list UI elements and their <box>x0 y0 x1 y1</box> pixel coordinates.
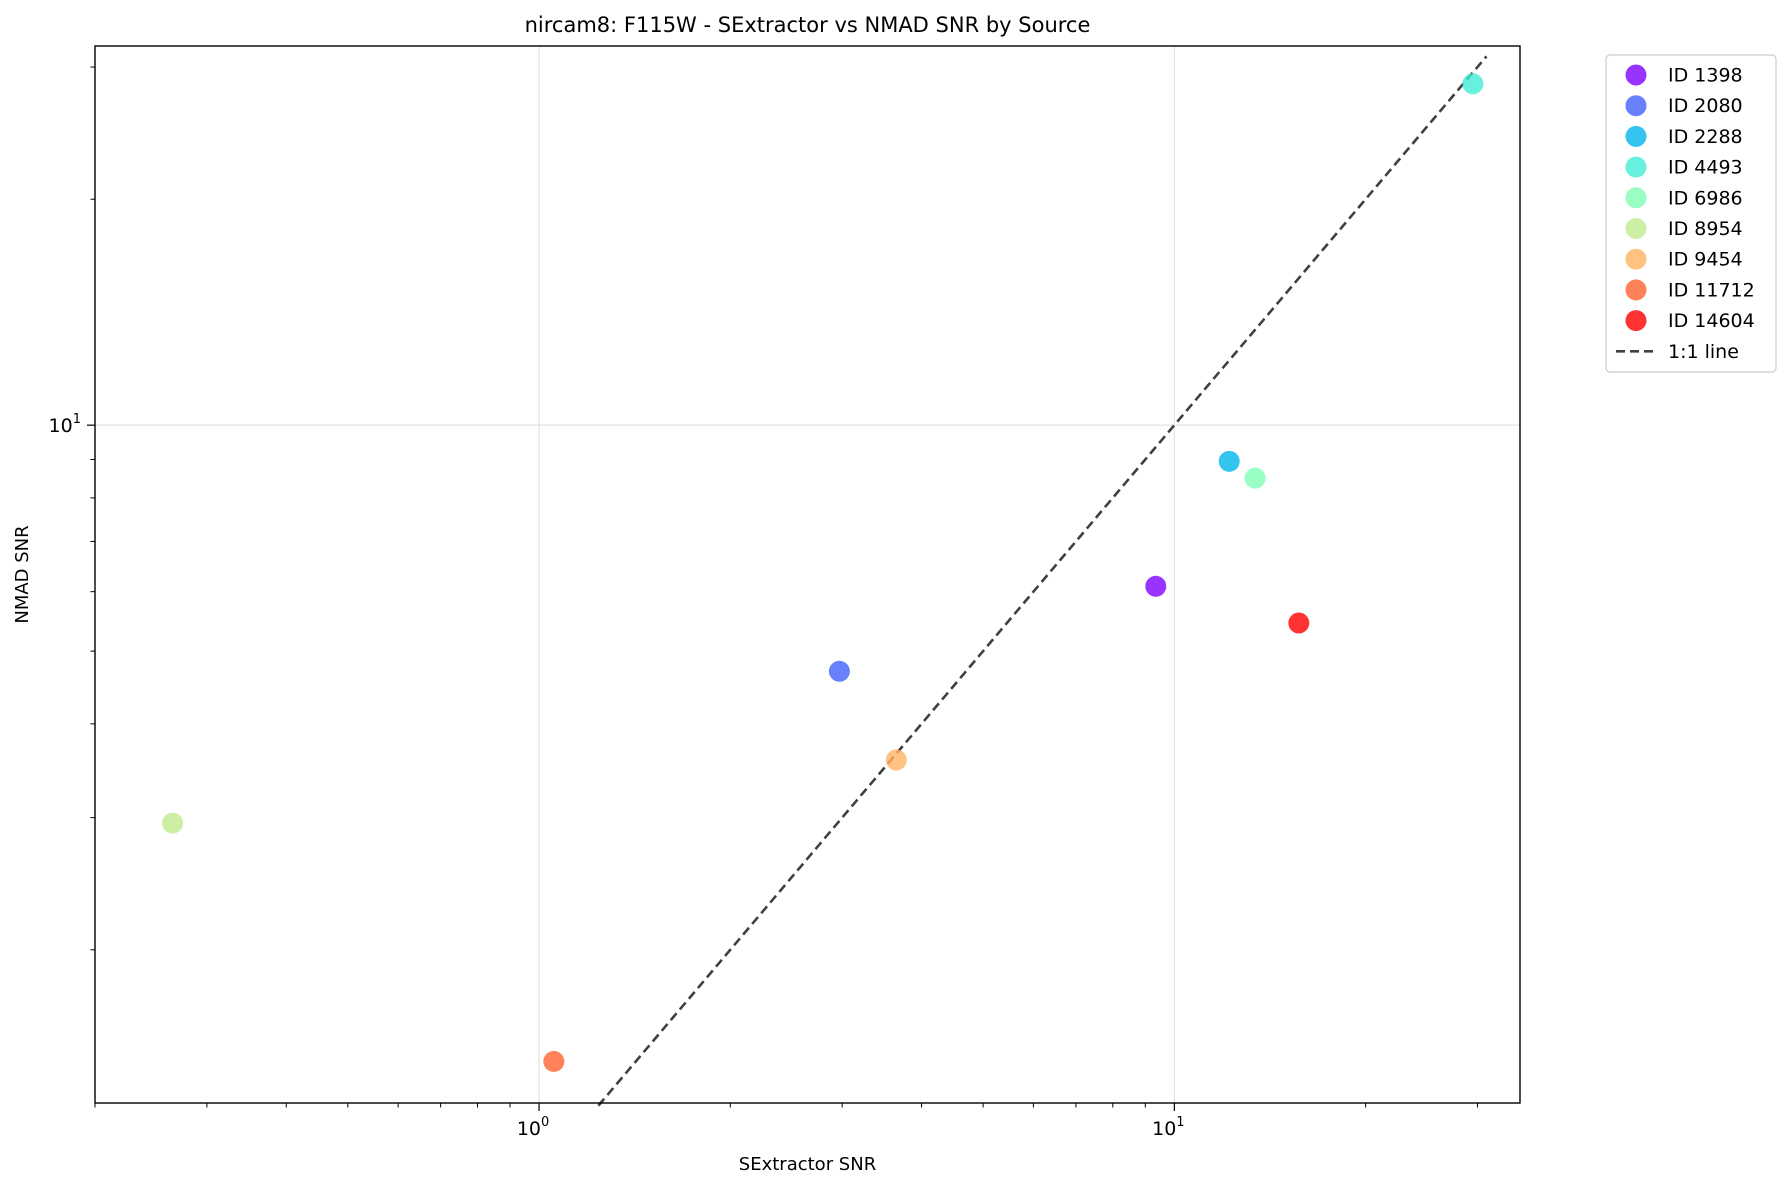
data-points <box>162 73 1484 1072</box>
legend-label: ID 8954 <box>1668 218 1743 240</box>
legend-label: ID 4493 <box>1668 157 1743 179</box>
legend-label: ID 1398 <box>1668 65 1743 87</box>
y-tick-label-exponent: 1 <box>73 412 81 427</box>
scatter-point <box>1288 612 1310 634</box>
x-axis-label: SExtractor SNR <box>739 1154 876 1175</box>
legend-marker <box>1625 187 1647 209</box>
scatter-point <box>1218 450 1240 472</box>
x-tick-label-exponent: 1 <box>1176 1115 1184 1130</box>
scatter-point <box>543 1050 565 1072</box>
x-tick-label: 100 <box>517 1115 549 1140</box>
x-tick-label-exponent: 0 <box>541 1115 549 1130</box>
x-tick-label-base: 10 <box>517 1118 541 1140</box>
y-axis-ticks: 101 <box>49 66 95 951</box>
legend-label: ID 9454 <box>1668 249 1743 271</box>
legend-label: ID 6986 <box>1668 187 1743 209</box>
y-tick-label-base: 10 <box>49 415 73 437</box>
scatter-point <box>1145 575 1167 597</box>
one-to-one-line <box>597 55 1488 1107</box>
reference-line-layer <box>597 55 1488 1107</box>
legend-box <box>1605 54 1777 373</box>
x-axis-ticks: 100 101 <box>94 1103 1478 1140</box>
legend-marker <box>1625 64 1647 86</box>
legend-marker <box>1625 310 1647 332</box>
legend-label: ID 14604 <box>1668 310 1755 332</box>
y-tick-label: 101 <box>49 412 81 437</box>
grid-lines <box>95 46 1520 1103</box>
scatter-point <box>885 749 907 771</box>
legend: ID 1398 ID 2080 ID 2288 ID 4493 ID 6986 ID 89… <box>1605 54 1777 373</box>
legend-label: ID 11712 <box>1668 279 1755 301</box>
legend-label: 1:1 line <box>1668 341 1739 363</box>
legend-marker <box>1625 156 1647 178</box>
x-tick-label: 101 <box>1152 1115 1184 1140</box>
x-tick-label-base: 10 <box>1152 1118 1176 1140</box>
scatter-point <box>162 812 184 834</box>
legend-marker <box>1625 95 1647 117</box>
scatter-point <box>1462 73 1484 95</box>
plot-area-frame <box>94 45 1521 1104</box>
legend-marker <box>1625 218 1647 239</box>
scatter-point <box>828 660 850 682</box>
legend-label: ID 2080 <box>1668 95 1743 117</box>
legend-label: ID 2288 <box>1668 126 1743 148</box>
legend-marker <box>1625 279 1647 301</box>
y-axis-label: NMAD SNR <box>12 525 33 623</box>
chart-title: nircam8: F115W - SExtractor vs NMAD SNR … <box>525 13 1091 37</box>
scatter-point <box>1244 467 1266 489</box>
legend-marker <box>1625 125 1647 147</box>
legend-marker <box>1625 248 1647 270</box>
